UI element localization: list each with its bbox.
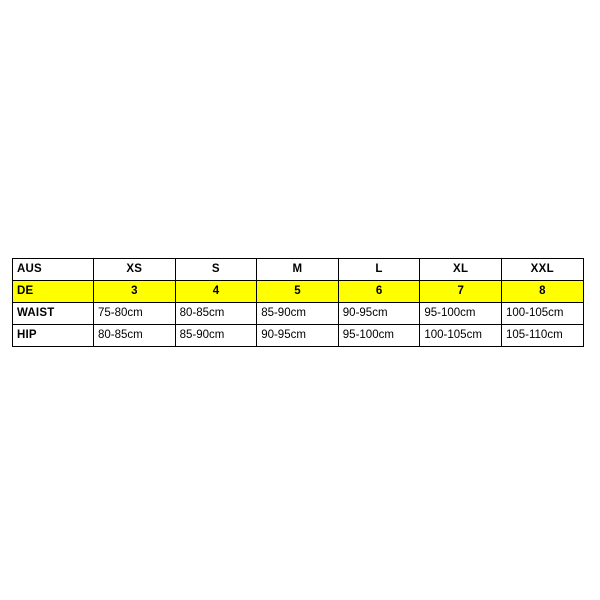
de-size-4: 6: [337, 280, 421, 303]
de-size-5: 7: [419, 280, 502, 303]
waist-measure-6: 100-105cm: [500, 302, 584, 325]
de-size-1: 3: [93, 280, 176, 303]
hip-measure-1: 80-85cm: [93, 324, 176, 347]
waist-measure-4: 90-95cm: [337, 302, 421, 325]
row-label-hip: HIP: [12, 324, 94, 347]
row-label-de: DE: [12, 280, 94, 303]
size-header-xs: XS: [93, 258, 176, 281]
hip-measure-6: 105-110cm: [500, 324, 584, 347]
row-label-waist: WAIST: [12, 302, 94, 325]
waist-measure-1: 75-80cm: [93, 302, 176, 325]
size-header-xxl: XXL: [500, 258, 584, 281]
waist-measure-3: 85-90cm: [256, 302, 339, 325]
de-size-6: 8: [500, 280, 584, 303]
waist-measure-5: 95-100cm: [419, 302, 502, 325]
hip-measure-4: 95-100cm: [337, 324, 421, 347]
table-row-waist: WAIST 75-80cm 80-85cm 85-90cm 90-95cm 95…: [12, 302, 584, 325]
hip-measure-2: 85-90cm: [174, 324, 258, 347]
size-chart-container: AUS XS S M L XL XXL DE 3 4 5 6 7 8 WAIST…: [12, 258, 584, 347]
row-label-aus: AUS: [12, 258, 94, 281]
table-row-hip: HIP 80-85cm 85-90cm 90-95cm 95-100cm 100…: [12, 324, 584, 347]
de-size-2: 4: [174, 280, 258, 303]
hip-measure-5: 100-105cm: [419, 324, 502, 347]
size-header-l: L: [337, 258, 421, 281]
table-row-de: DE 3 4 5 6 7 8: [12, 280, 584, 303]
table-row-aus: AUS XS S M L XL XXL: [12, 258, 584, 281]
size-header-m: M: [256, 258, 339, 281]
de-size-3: 5: [256, 280, 339, 303]
size-header-xl: XL: [419, 258, 502, 281]
size-header-s: S: [174, 258, 258, 281]
hip-measure-3: 90-95cm: [256, 324, 339, 347]
waist-measure-2: 80-85cm: [174, 302, 258, 325]
size-chart-table: AUS XS S M L XL XXL DE 3 4 5 6 7 8 WAIST…: [12, 258, 584, 347]
